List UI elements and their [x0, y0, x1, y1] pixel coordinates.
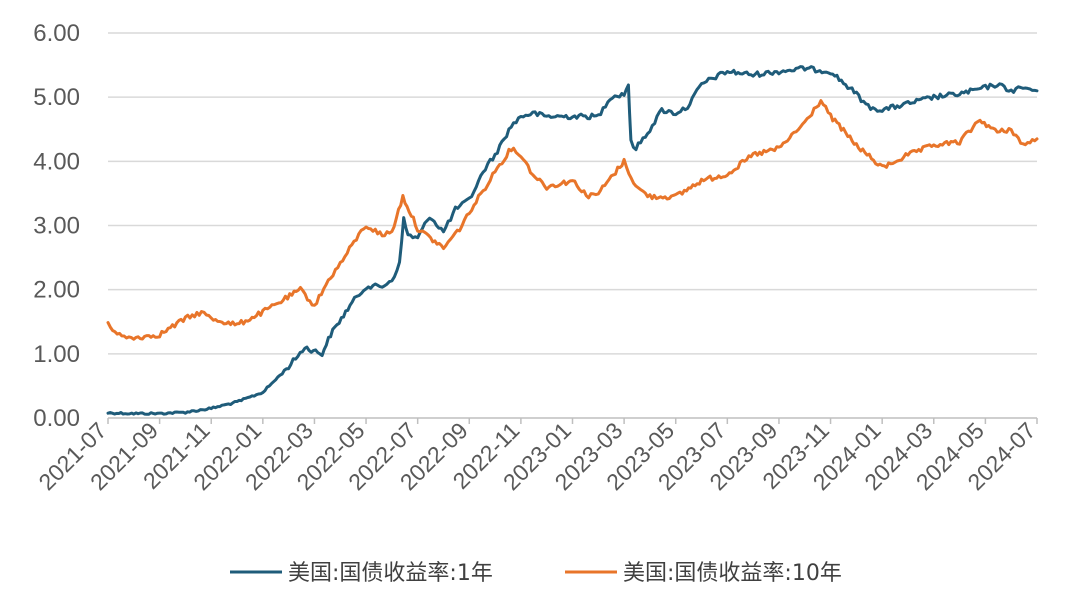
y-tick-label: 6.00 [33, 20, 80, 47]
y-tick-label: 0.00 [33, 405, 80, 432]
grid-layer [108, 32, 1037, 355]
series-line-1 [106, 65, 1039, 416]
axis-layer: 0.001.002.003.004.005.006.002021-072021-… [33, 20, 1040, 495]
series-line-2 [106, 99, 1039, 341]
y-tick-label: 2.00 [33, 277, 80, 304]
y-tick-label: 1.00 [33, 341, 80, 368]
legend-label-2: 美国:国债收益率:10年 [623, 561, 842, 586]
legend-label-1: 美国:国债收益率:1年 [288, 561, 493, 586]
y-tick-label: 4.00 [33, 148, 80, 175]
series-layer [106, 65, 1039, 416]
y-tick-label: 3.00 [33, 213, 80, 240]
legend: 美国:国债收益率:1年 美国:国债收益率:10年 [230, 561, 842, 586]
y-tick-label: 5.00 [33, 84, 80, 111]
